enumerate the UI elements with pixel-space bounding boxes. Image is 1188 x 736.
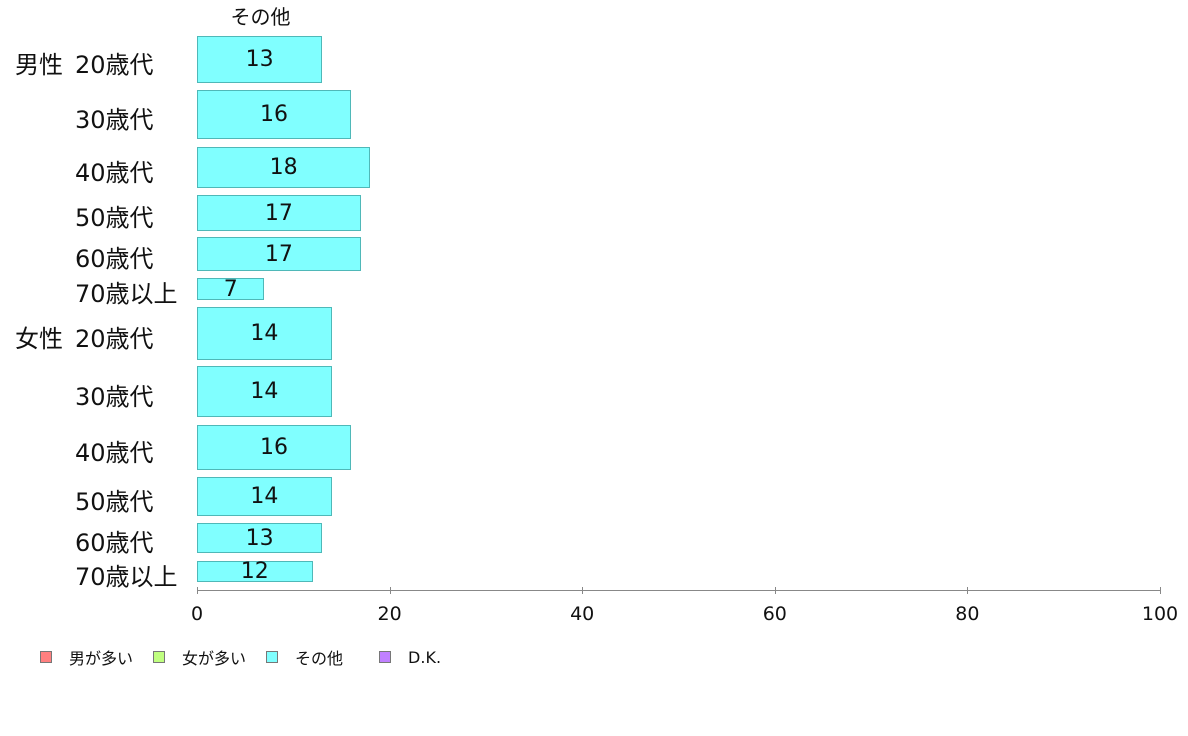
x-tick (582, 587, 584, 594)
legend-swatch (266, 651, 279, 663)
x-tick-label: 80 (955, 603, 980, 625)
bar: 17 (197, 237, 361, 271)
legend-item: 男が多い (40, 645, 133, 669)
bar: 7 (197, 276, 265, 302)
category-label: 20歳代 (75, 50, 154, 79)
bar: 14 (197, 366, 332, 417)
legend-label: その他 (295, 649, 344, 668)
x-tick-label: 20 (377, 603, 402, 625)
bar-value-label: 16 (260, 102, 289, 127)
bar: 13 (197, 36, 323, 83)
x-axis-line (197, 590, 1160, 591)
bar-value-label: 17 (264, 200, 293, 226)
legend-label: 男が多い (69, 649, 134, 668)
x-tick (967, 587, 969, 594)
category-label: 40歳代 (75, 158, 154, 187)
category-label: 30歳代 (75, 105, 154, 134)
bar-value-label: 12 (240, 559, 269, 584)
bar: 12 (197, 559, 313, 584)
category-label: 20歳代 (75, 324, 154, 353)
legend-item: D.K. (379, 648, 441, 667)
x-tick-label: 40 (570, 603, 595, 625)
bar-value-label: 13 (245, 525, 274, 551)
legend-swatch (379, 651, 392, 663)
x-tick-label: 0 (190, 603, 204, 625)
x-tick-label: 100 (1141, 603, 1179, 625)
group-label: 男性 (15, 50, 63, 79)
bar-value-label: 18 (269, 155, 298, 180)
x-tick (197, 587, 198, 594)
category-label: 50歳代 (75, 487, 154, 516)
bar-value-label: 13 (245, 47, 274, 72)
x-tick (774, 587, 776, 594)
bar-value-label: 14 (250, 379, 279, 404)
legend-swatch (153, 651, 166, 663)
category-label: 50歳代 (75, 204, 154, 232)
category-label: 40歳代 (75, 438, 154, 467)
legend-swatch (40, 651, 52, 663)
legend-item: 女が多い (153, 645, 246, 669)
legend-label: 女が多い (182, 649, 247, 668)
legend: 男が多い 女が多い その他 D.K. (40, 645, 441, 669)
category-label: 60歳代 (75, 245, 154, 273)
legend-item: その他 (266, 645, 343, 669)
group-label: 女性 (15, 324, 63, 353)
x-tick (1160, 587, 1161, 594)
bar: 14 (197, 477, 332, 516)
series-title: その他 (230, 5, 291, 29)
bar: 13 (197, 523, 323, 553)
category-label: 30歳代 (75, 382, 154, 411)
category-label: 70歳以上 (75, 562, 178, 591)
bar: 14 (197, 307, 332, 360)
category-label: 70歳以上 (75, 280, 178, 308)
bar-value-label: 16 (260, 435, 289, 460)
legend-label: D.K. (408, 647, 442, 667)
bar: 16 (197, 425, 352, 470)
bar: 18 (197, 147, 371, 188)
x-tick (389, 587, 391, 594)
bar: 17 (197, 195, 361, 231)
bar-value-label: 14 (250, 484, 279, 509)
bar-value-label: 14 (250, 321, 279, 346)
x-tick-label: 60 (762, 603, 787, 625)
bar-value-label: 17 (264, 241, 293, 267)
bar-value-label: 7 (223, 276, 238, 302)
bar: 16 (197, 90, 352, 139)
category-label: 60歳代 (75, 529, 154, 557)
